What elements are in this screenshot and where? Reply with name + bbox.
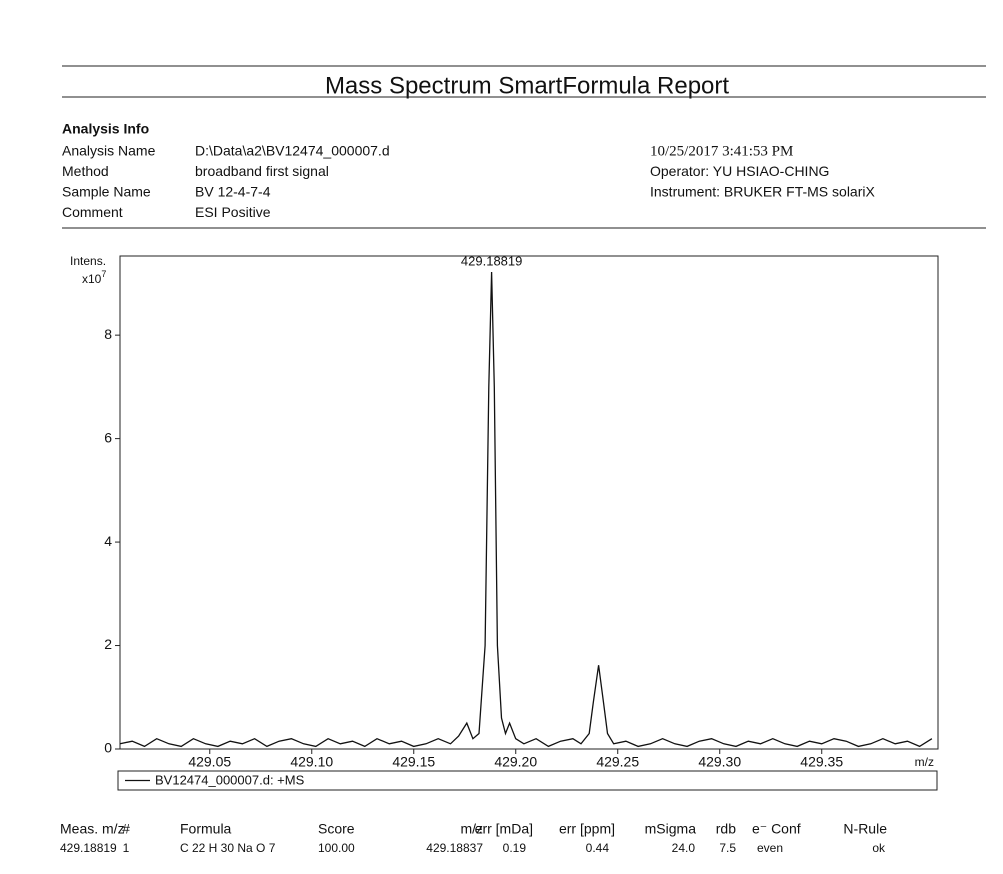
x-axis-label: m/z: [915, 755, 934, 769]
field-value: D:\Data\a2\BV12474_000007.d: [195, 143, 390, 159]
table-header-cell: #: [122, 821, 130, 837]
table-cell: 7.5: [719, 841, 736, 855]
table-header-cell: err [ppm]: [559, 821, 615, 837]
table-cell: 0.44: [586, 841, 610, 855]
field-value: BV 12-4-7-4: [195, 184, 271, 200]
x-tick-label: 429.30: [698, 754, 741, 770]
table-cell: 1: [123, 841, 130, 855]
table-cell: C 22 H 30 Na O 7: [180, 841, 276, 855]
x-tick-label: 429.35: [800, 754, 843, 770]
plot-frame: [119, 255, 939, 750]
x-tick-label: 429.15: [392, 754, 435, 770]
legend-box: [117, 770, 938, 791]
table-header-cell: m/z: [460, 821, 483, 837]
y-multiplier-base: x10: [82, 272, 102, 286]
y-tick-label: 8: [104, 326, 112, 342]
info-line: Operator: YU HSIAO-CHING: [650, 163, 829, 179]
table-header-cell: rdb: [716, 821, 736, 837]
field-label: Method: [62, 163, 109, 179]
field-label: Comment: [62, 204, 123, 220]
y-tick-label: 6: [104, 429, 112, 445]
table-cell: 24.0: [672, 841, 696, 855]
table-cell: 429.18837: [426, 841, 483, 855]
y-tick-label: 2: [104, 636, 112, 652]
table-cell: 0.19: [503, 841, 527, 855]
field-value: ESI Positive: [195, 204, 271, 220]
field-value: broadband first signal: [195, 163, 329, 179]
table-cell: ok: [872, 841, 886, 855]
y-multiplier: x107: [82, 269, 106, 286]
spectrum-line: [119, 271, 933, 748]
y-multiplier-exponent: 7: [101, 269, 106, 279]
table-cell: 100.00: [318, 841, 355, 855]
table-header-cell: Score: [318, 821, 355, 837]
table-header-cell: Meas. m/z: [60, 821, 125, 837]
x-tick-label: 429.05: [188, 754, 231, 770]
section-heading: Analysis Info: [62, 121, 149, 137]
table-cell: 429.18819: [60, 841, 117, 855]
legend-label: BV12474_000007.d: +MS: [155, 772, 305, 787]
x-tick-label: 429.25: [596, 754, 639, 770]
x-tick-label: 429.10: [290, 754, 333, 770]
peak-label: 429.18819: [461, 253, 522, 268]
y-tick-label: 0: [104, 740, 112, 756]
y-axis-label: Intens.: [70, 254, 106, 268]
field-label: Analysis Name: [62, 143, 156, 159]
table-header-cell: mSigma: [645, 821, 697, 837]
info-line: Instrument: BRUKER FT-MS solariX: [650, 184, 875, 200]
y-tick-label: 4: [104, 533, 112, 549]
field-label: Sample Name: [62, 184, 151, 200]
table-header-cell: e⁻ Conf: [752, 821, 801, 837]
info-line: 10/25/2017 3:41:53 PM: [650, 143, 793, 159]
report-title: Mass Spectrum SmartFormula Report: [325, 72, 729, 99]
table-cell: even: [757, 841, 783, 855]
table-header-cell: err [mDa]: [475, 821, 533, 837]
table-header-cell: N-Rule: [843, 821, 887, 837]
x-tick-label: 429.20: [494, 754, 537, 770]
table-header-cell: Formula: [180, 821, 232, 837]
